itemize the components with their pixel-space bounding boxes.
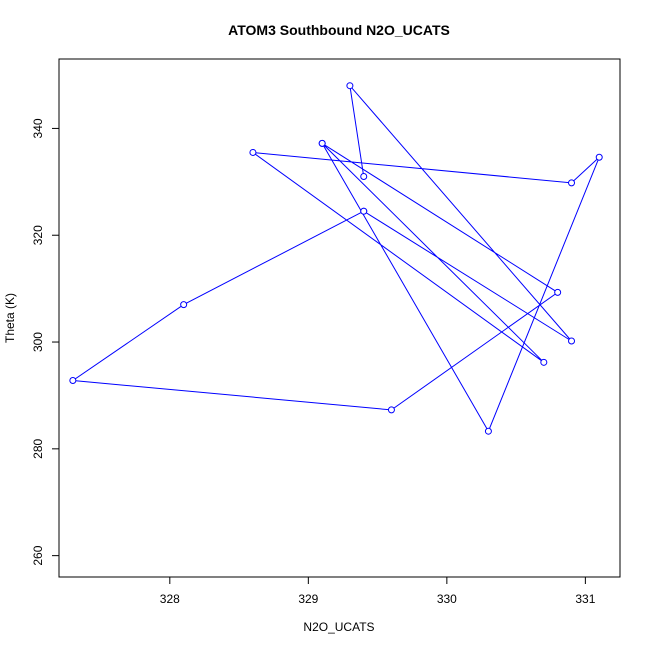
chart-title: ATOM3 Southbound N2O_UCATS — [228, 22, 450, 38]
x-axis-label: N2O_UCATS — [303, 620, 374, 634]
data-point — [554, 288, 562, 296]
y-tick-label: 260 — [31, 545, 45, 565]
data-point — [318, 139, 326, 147]
x-tick-label: 331 — [575, 592, 595, 606]
x-tick-label: 330 — [437, 592, 457, 606]
data-point — [484, 427, 492, 435]
data-point — [249, 148, 257, 156]
data-point — [540, 358, 548, 366]
x-tick-label: 328 — [160, 592, 180, 606]
data-point — [595, 153, 603, 161]
y-tick-label: 340 — [31, 118, 45, 138]
data-point — [568, 179, 576, 187]
series-line — [71, 84, 600, 433]
y-tick-label: 320 — [31, 225, 45, 245]
data-point — [360, 207, 368, 215]
data-point — [360, 172, 368, 180]
y-axis-label: Theta (K) — [3, 293, 17, 343]
x-axis: 328 329 330 331 — [160, 577, 596, 606]
data-series — [69, 82, 603, 435]
plot-frame — [58, 58, 621, 578]
y-axis: 260 280 300 320 340 — [31, 118, 59, 566]
data-point — [69, 376, 77, 384]
data-point — [180, 301, 188, 309]
data-point — [568, 337, 576, 345]
x-tick-label: 329 — [298, 592, 318, 606]
data-point — [387, 406, 395, 414]
y-tick-label: 280 — [31, 439, 45, 459]
y-tick-label: 300 — [31, 332, 45, 352]
data-point — [346, 82, 354, 90]
